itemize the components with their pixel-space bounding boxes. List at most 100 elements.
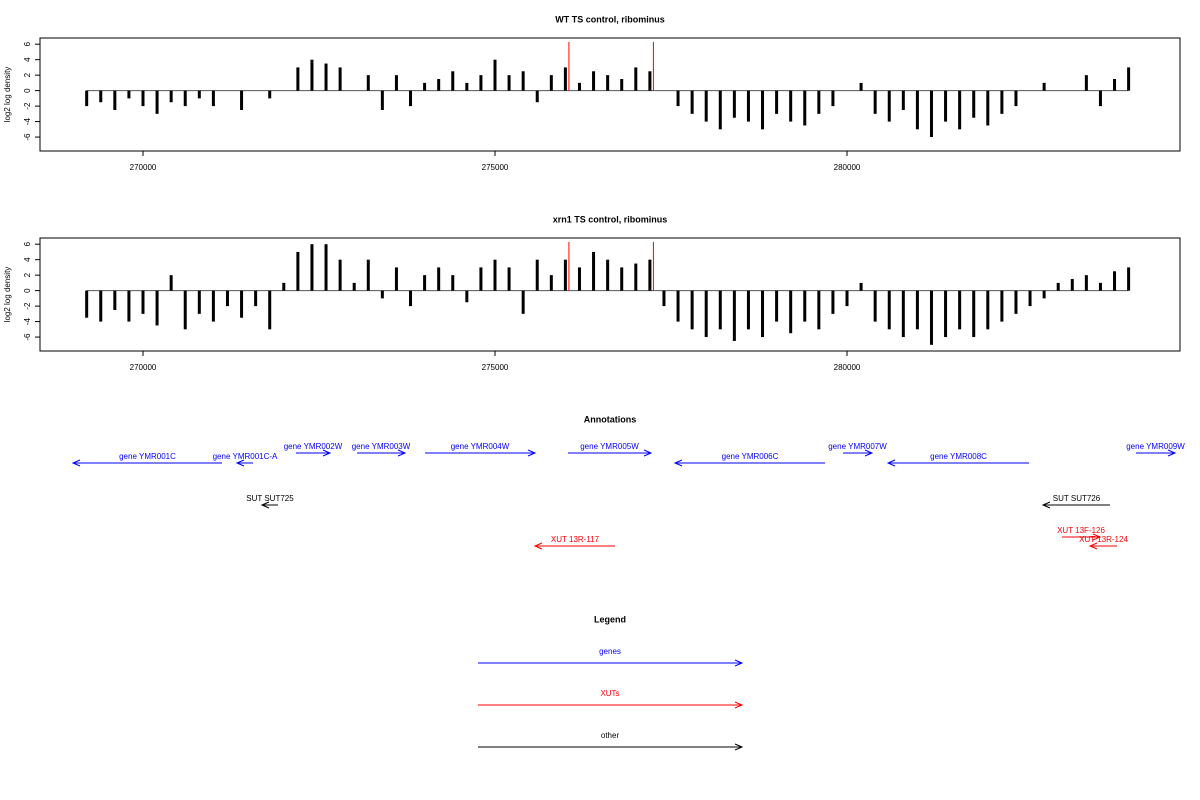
bar: [803, 90, 807, 126]
feature-label: gene YMR002W: [284, 442, 343, 451]
bar: [634, 263, 638, 291]
bar: [366, 259, 370, 291]
arrow-head: [1092, 533, 1102, 541]
bar: [887, 290, 891, 330]
bar: [380, 290, 384, 299]
feature-label: gene YMR007W: [828, 442, 887, 451]
bar: [563, 67, 567, 91]
bar: [972, 290, 976, 338]
bar: [507, 267, 511, 291]
bar: [1000, 290, 1004, 322]
bar: [465, 82, 469, 91]
x-tick-label: 270000: [130, 363, 157, 372]
feature-label: XUT 13R-124: [1079, 535, 1128, 544]
bar: [451, 275, 455, 291]
bar: [451, 71, 455, 91]
bar: [676, 90, 680, 107]
bar: [775, 290, 779, 322]
bar: [282, 282, 286, 291]
bar: [127, 90, 131, 99]
y-tick-label: -2: [23, 302, 32, 310]
legend-arrow: [478, 701, 744, 709]
bar: [929, 90, 933, 138]
feature-arrow: [568, 449, 653, 457]
y-tick-label: -4: [23, 317, 32, 325]
y-tick-label: 2: [23, 272, 32, 277]
bar: [113, 90, 117, 110]
y-tick-label: 0: [23, 88, 32, 93]
bar: [507, 75, 511, 91]
bar: [535, 259, 539, 291]
feature-label: gene YMR004W: [451, 442, 510, 451]
bar: [887, 90, 891, 122]
bar: [465, 290, 469, 303]
bar: [1098, 282, 1102, 291]
bar: [817, 290, 821, 330]
feature-arrow: [235, 459, 254, 467]
feature-label: XUT 13F-126: [1057, 526, 1105, 535]
bar: [859, 282, 863, 291]
legend-label: genes: [599, 647, 621, 656]
bar: [944, 290, 948, 338]
feature-arrow: [1062, 533, 1102, 541]
bar: [958, 290, 962, 330]
bar: [479, 267, 483, 291]
bar: [423, 82, 427, 91]
chart-title: WT TS control, ribominus: [555, 14, 665, 24]
bar: [268, 290, 272, 330]
bar: [746, 90, 750, 122]
bar: [1014, 290, 1018, 314]
feature-label: gene YMR009W: [1126, 442, 1185, 451]
bar: [803, 290, 807, 322]
bar: [296, 251, 300, 291]
feature-arrow: [295, 449, 332, 457]
bar: [1042, 82, 1046, 91]
bar: [732, 90, 736, 118]
bar: [929, 290, 933, 345]
bar: [183, 90, 187, 107]
bar: [1042, 290, 1046, 299]
feature-label: gene YMR003W: [352, 442, 411, 451]
bar: [1113, 79, 1117, 91]
bar: [1098, 90, 1102, 107]
bar: [254, 290, 258, 307]
bar: [141, 90, 145, 107]
bar: [592, 71, 596, 91]
bar: [718, 90, 722, 130]
bar: [366, 75, 370, 91]
chart-title: xrn1 TS control, ribominus: [553, 214, 668, 224]
bar: [409, 290, 413, 307]
bar: [563, 259, 567, 291]
feature-arrow: [1135, 449, 1177, 457]
bar: [1113, 271, 1117, 291]
bar: [648, 259, 652, 291]
legend-arrow: [478, 659, 744, 667]
arrow-head: [235, 459, 245, 467]
bar: [211, 290, 215, 322]
bar: [479, 75, 483, 91]
bar: [197, 90, 201, 99]
arrow-head: [527, 449, 537, 457]
bar: [141, 290, 145, 314]
bar: [606, 75, 610, 91]
feature-arrow: [673, 459, 826, 467]
bar: [155, 290, 159, 326]
x-tick-label: 270000: [130, 163, 157, 172]
bar: [1127, 267, 1131, 291]
legend-title: Legend: [594, 614, 626, 624]
bar: [1056, 282, 1060, 291]
arrow-head: [1167, 449, 1177, 457]
bar: [324, 63, 328, 91]
bar: [915, 290, 919, 330]
y-tick-label: 0: [23, 288, 32, 293]
arrow-head: [322, 449, 332, 457]
feature-label: gene YMR005W: [580, 442, 639, 451]
y-tick-label: -6: [23, 333, 32, 341]
bar: [986, 290, 990, 330]
plot-frame: [39, 237, 1181, 352]
bar: [676, 290, 680, 322]
feature-label: SUT SUT725: [246, 494, 294, 503]
arrow-head: [734, 743, 744, 751]
bar: [845, 290, 849, 307]
feature-label: XUT 13R-117: [551, 535, 600, 544]
